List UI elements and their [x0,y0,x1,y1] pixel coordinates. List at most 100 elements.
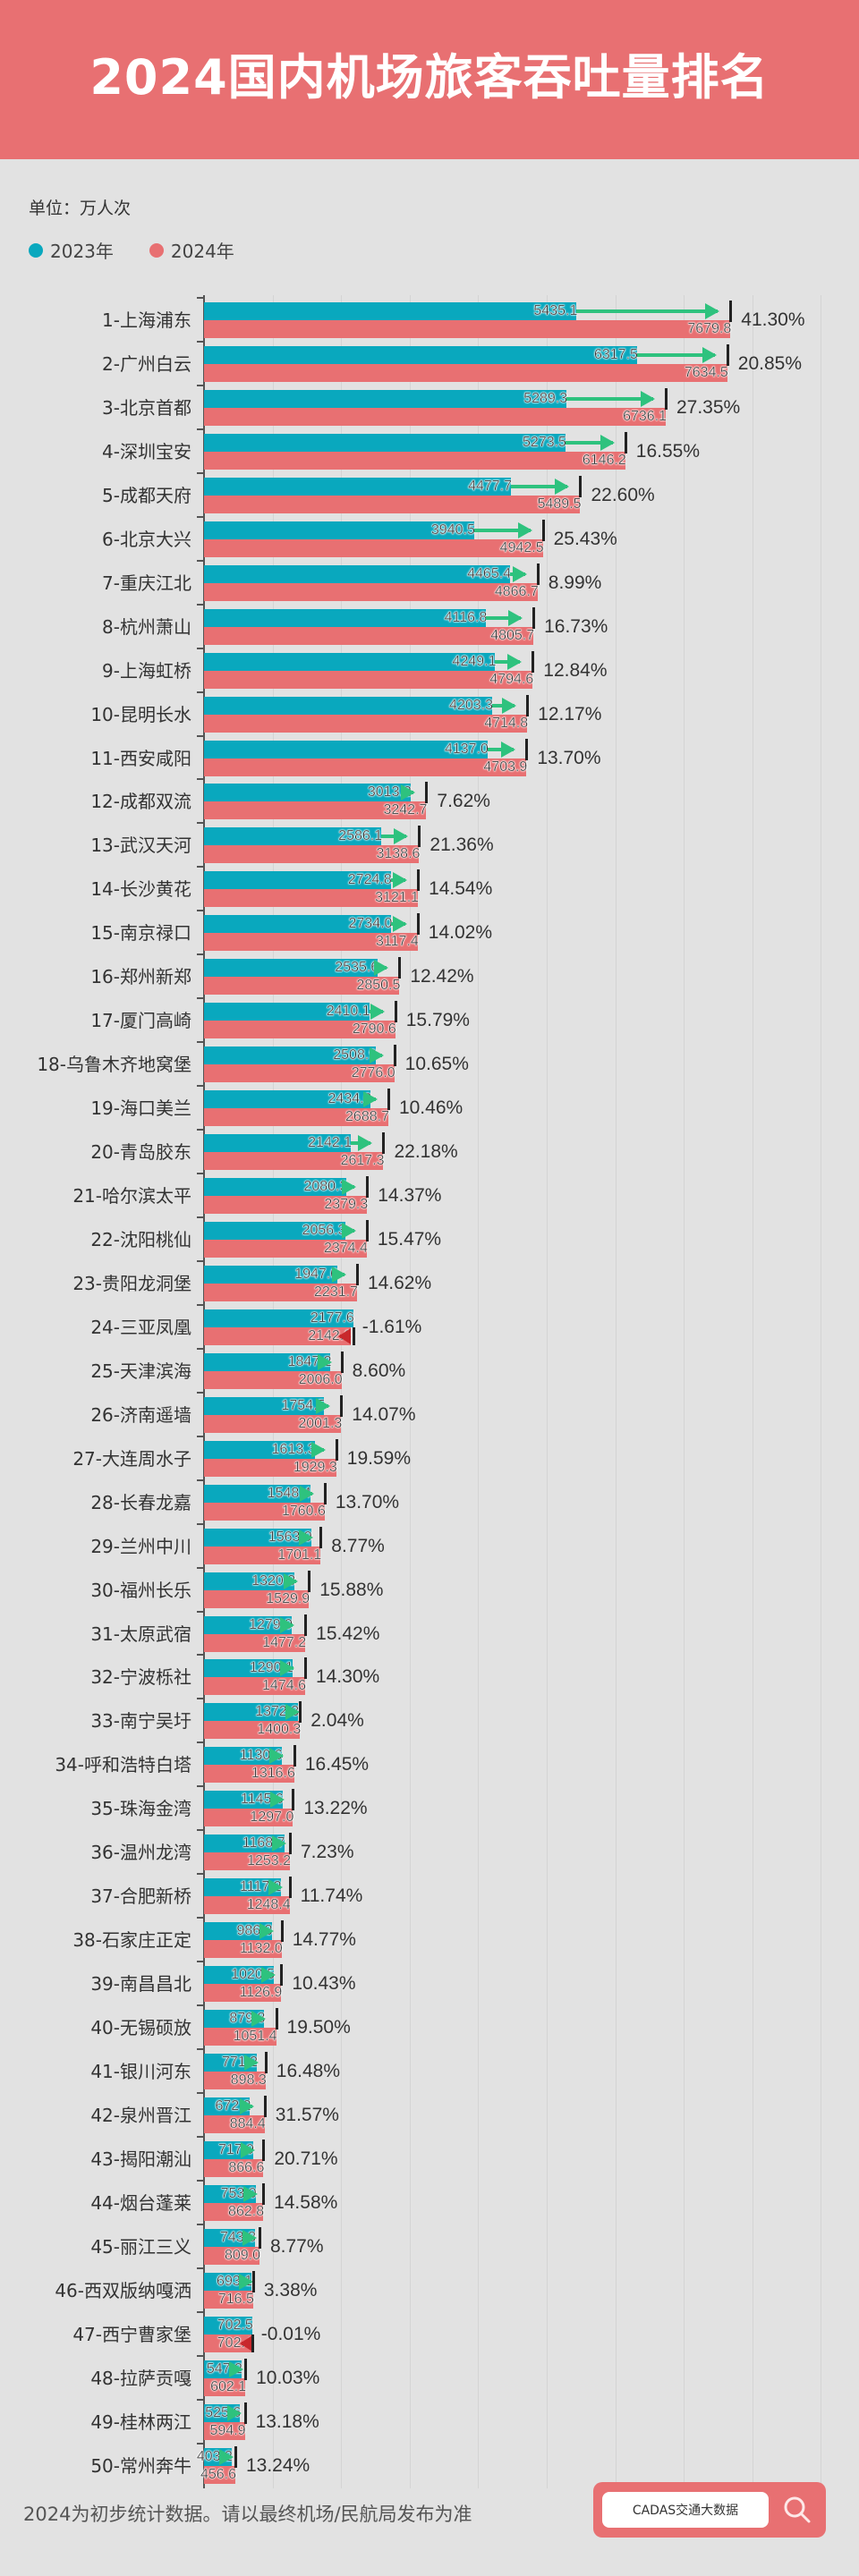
end-marker [624,431,627,453]
airport-label: 42-泉州晋江 [90,2104,191,2126]
increase-arrow-icon [332,1266,346,1283]
bar-2023 [204,2054,258,2072]
end-marker [264,2052,268,2073]
airport-label: 8-杭州萧山 [102,615,191,638]
chart-row: 1-上海浦东 5435.1 7679.8 41.30% [0,299,859,342]
bar-2023 [204,2097,251,2115]
growth-percent: 25.43% [553,528,617,549]
chart-row: 5-成都天府 4477.7 5489.5 22.60% [0,474,859,517]
bar-2024 [204,1809,293,1827]
search-icon[interactable] [781,2494,813,2526]
search-input[interactable]: CADAS交通大数据 [602,2492,769,2528]
airport-label: 37-合肥新桥 [90,1885,191,1908]
value-2023: 2056.3 [302,1222,346,1238]
unit-label: 单位：万人次 [29,199,132,218]
airport-label: 11-西安咸阳 [90,747,191,769]
bar-2024 [204,1984,282,2003]
value-2024: 1248.4 [246,1897,291,1913]
growth-percent: 7.62% [437,791,490,812]
bar-2024 [204,2028,276,2046]
end-marker [319,1526,323,1548]
chart-row: 27-大连周水子 1613.3 1929.3 19.59% [0,1437,859,1480]
legend-item-2023: 2023年 [29,237,114,263]
chart-row: 19-海口美兰 2434.0 2688.7 10.46% [0,1087,859,1130]
value-2024: 1132.0 [239,1941,283,1957]
bar-2024 [204,2290,253,2309]
legend-item-2024: 2024年 [149,237,234,263]
value-2024: 3242.7 [383,802,428,818]
end-marker [275,2008,278,2030]
bar-2024 [204,1370,342,1389]
airport-label: 12-成都双流 [90,791,191,813]
bar-2023 [204,1352,331,1371]
value-2024: 1253.2 [247,1853,291,1869]
bar-2024 [204,2465,235,2484]
end-marker [263,2095,267,2117]
bar-2024 [204,1589,310,1608]
chart-row: 4-深圳宝安 5273.5 6146.2 16.55% [0,430,859,473]
end-marker [303,1657,307,1680]
bar-2024 [204,714,528,733]
growth-percent: 41.30% [741,309,805,330]
end-marker [262,2139,266,2161]
end-marker [288,1833,292,1855]
value-2023: 5435.1 [533,303,578,318]
end-marker [234,2445,237,2468]
growth-percent: 14.30% [315,1666,380,1688]
value-2023: 702.5 [217,2317,253,2333]
end-marker [251,2334,254,2352]
airport-label: 49-桂林两江 [90,2411,191,2433]
value-2024: 4866.7 [494,583,539,599]
bar-2024 [204,1940,282,1959]
chart-row: 36-温州龙湾 1168.7 1253.2 7.23% [0,1831,859,1874]
axis-tick [197,1303,203,1306]
airport-label: 28-长春龙嘉 [90,1491,191,1513]
chart-row: 29-兰州中川 1563.9 1701.1 8.77% [0,1525,859,1568]
value-2023: 2177.6 [310,1309,354,1326]
increase-arrow-icon [510,565,527,582]
search-box[interactable]: CADAS交通大数据 [593,2482,826,2538]
value-2024: 2379.3 [324,1197,369,1212]
value-2023: 2586.1 [338,828,383,844]
airport-label: 24-三亚凤凰 [90,1316,191,1338]
axis-tick [197,559,203,562]
growth-percent: 22.18% [394,1141,458,1163]
bar-2024 [204,451,625,470]
value-2023: 1754.5 [281,1397,326,1413]
airport-label: 6-北京大兴 [102,528,191,550]
chart-row: 16-郑州新郑 2535.6 2850.5 12.42% [0,955,859,998]
bar-2024 [204,2114,265,2133]
bar-2023 [204,1878,281,1897]
chart-row: 35-珠海金湾 1145.6 1297.0 13.22% [0,1787,859,1830]
axis-tick [197,384,203,386]
value-2023: 1947.0 [294,1266,339,1282]
axis-tick [197,2310,203,2313]
end-marker [293,1745,296,1767]
bar-2023 [204,1791,283,1809]
bar-chart: 1-上海浦东 5435.1 7679.8 41.30% 2-广州白云 6317.5 7634… [0,286,859,2488]
growth-percent: 8.77% [331,1535,385,1556]
axis-tick [197,2135,203,2138]
bar-2023 [204,1572,295,1590]
value-2023: 2535.6 [335,960,379,976]
bar-2024 [204,670,533,689]
axis-tick [197,603,203,606]
decrease-arrow-icon [239,2334,252,2351]
value-2023: 4249.1 [452,653,497,669]
value-2024: 3138.6 [376,846,421,862]
end-marker [425,782,429,804]
value-2023: 3940.5 [430,521,475,538]
end-marker [304,1614,308,1636]
bar-2024 [204,2421,245,2440]
end-marker [387,1089,390,1111]
end-marker [398,957,402,979]
end-marker [262,2182,266,2205]
increase-arrow-icon [491,697,517,714]
bar-2024 [204,845,420,864]
increase-arrow-icon [341,1222,357,1239]
airport-label: 31-太原武宿 [90,1623,191,1645]
value-2023: 4203.3 [449,697,493,713]
axis-tick [197,2048,203,2050]
chart-row: 31-太原武宿 1279.9 1477.2 15.42% [0,1613,859,1656]
end-marker [340,1351,344,1373]
